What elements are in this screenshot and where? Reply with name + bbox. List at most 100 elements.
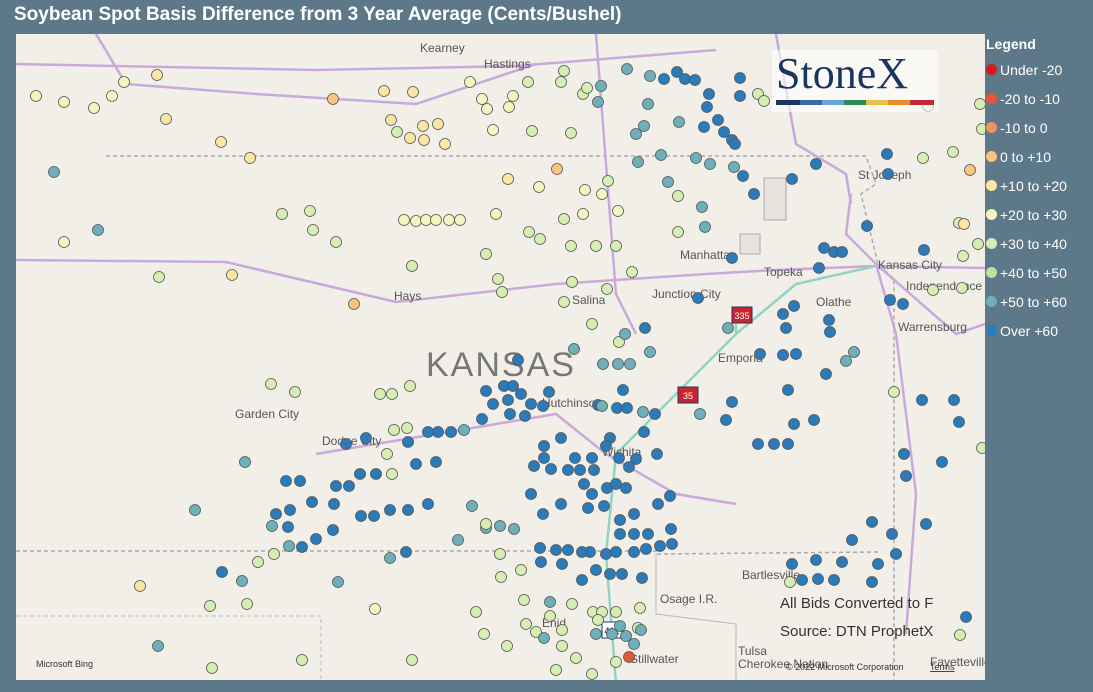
bid-point[interactable] xyxy=(639,322,651,334)
bid-point[interactable] xyxy=(768,438,780,450)
bid-point[interactable] xyxy=(562,464,574,476)
bid-point[interactable] xyxy=(402,436,414,448)
bid-point[interactable] xyxy=(530,626,542,638)
bid-point[interactable] xyxy=(610,606,622,618)
bid-point[interactable] xyxy=(600,440,612,452)
bid-point[interactable] xyxy=(586,318,598,330)
bid-point[interactable] xyxy=(537,508,549,520)
bid-point[interactable] xyxy=(788,418,800,430)
bid-point[interactable] xyxy=(328,498,340,510)
bid-point[interactable] xyxy=(734,72,746,84)
bid-point[interactable] xyxy=(960,611,972,623)
bid-point[interactable] xyxy=(882,168,894,180)
bid-point[interactable] xyxy=(330,236,342,248)
bid-point[interactable] xyxy=(430,456,442,468)
bid-point[interactable] xyxy=(327,93,339,105)
bid-point[interactable] xyxy=(638,120,650,132)
bid-point[interactable] xyxy=(654,540,666,552)
bid-point[interactable] xyxy=(454,214,466,226)
bid-point[interactable] xyxy=(555,76,567,88)
bid-point[interactable] xyxy=(595,80,607,92)
bid-point[interactable] xyxy=(30,90,42,102)
bid-point[interactable] xyxy=(881,148,893,160)
bid-point[interactable] xyxy=(330,480,342,492)
bid-point[interactable] xyxy=(796,574,808,586)
bid-point[interactable] xyxy=(812,573,824,585)
bid-point[interactable] xyxy=(566,598,578,610)
legend-item[interactable]: Over +60 xyxy=(986,316,1067,345)
bid-point[interactable] xyxy=(565,127,577,139)
bid-point[interactable] xyxy=(537,400,549,412)
bid-point[interactable] xyxy=(848,346,860,358)
bid-point[interactable] xyxy=(635,624,647,636)
bid-point[interactable] xyxy=(354,468,366,480)
bid-point[interactable] xyxy=(784,576,796,588)
bid-point[interactable] xyxy=(936,456,948,468)
bid-point[interactable] xyxy=(327,524,339,536)
bid-point[interactable] xyxy=(788,300,800,312)
legend-item[interactable]: 0 to +10 xyxy=(986,142,1067,171)
bid-point[interactable] xyxy=(790,348,802,360)
bid-point[interactable] xyxy=(640,543,652,555)
bid-point[interactable] xyxy=(276,208,288,220)
bid-point[interactable] xyxy=(507,90,519,102)
bid-point[interactable] xyxy=(696,201,708,213)
bid-point[interactable] xyxy=(579,184,591,196)
bid-point[interactable] xyxy=(596,188,608,200)
bid-point[interactable] xyxy=(244,152,256,164)
legend-item[interactable]: +50 to +60 xyxy=(986,287,1067,316)
bid-point[interactable] xyxy=(916,394,928,406)
legend-item[interactable]: +30 to +40 xyxy=(986,229,1067,258)
bid-point[interactable] xyxy=(655,149,667,161)
bid-point[interactable] xyxy=(307,224,319,236)
bid-point[interactable] xyxy=(614,620,626,632)
bid-point[interactable] xyxy=(558,213,570,225)
bid-point[interactable] xyxy=(525,488,537,500)
bid-point[interactable] xyxy=(671,66,683,78)
bid-point[interactable] xyxy=(726,252,738,264)
bid-point[interactable] xyxy=(515,564,527,576)
bid-point[interactable] xyxy=(628,508,640,520)
bid-point[interactable] xyxy=(480,248,492,260)
bid-point[interactable] xyxy=(332,576,344,588)
bid-point[interactable] xyxy=(619,328,631,340)
bid-point[interactable] xyxy=(432,118,444,130)
bid-point[interactable] xyxy=(519,410,531,422)
bid-point[interactable] xyxy=(304,205,316,217)
bid-point[interactable] xyxy=(777,349,789,361)
bid-point[interactable] xyxy=(378,85,390,97)
bid-point[interactable] xyxy=(886,528,898,540)
bid-point[interactable] xyxy=(612,205,624,217)
terms-link[interactable]: Terms xyxy=(930,662,955,672)
bid-point[interactable] xyxy=(48,166,60,178)
bid-point[interactable] xyxy=(576,546,588,558)
bid-point[interactable] xyxy=(974,98,986,110)
bid-point[interactable] xyxy=(543,386,555,398)
bid-point[interactable] xyxy=(556,558,568,570)
bid-point[interactable] xyxy=(538,440,550,452)
bid-point[interactable] xyxy=(637,406,649,418)
bid-point[interactable] xyxy=(406,260,418,272)
bid-point[interactable] xyxy=(445,426,457,438)
bid-point[interactable] xyxy=(600,548,612,560)
bid-point[interactable] xyxy=(520,618,532,630)
bid-point[interactable] xyxy=(480,518,492,530)
bid-point[interactable] xyxy=(624,358,636,370)
bid-point[interactable] xyxy=(758,95,770,107)
bid-point[interactable] xyxy=(586,452,598,464)
bid-point[interactable] xyxy=(466,500,478,512)
bid-point[interactable] xyxy=(502,394,514,406)
legend-item[interactable]: +10 to +20 xyxy=(986,171,1067,200)
bid-point[interactable] xyxy=(581,82,593,94)
bid-point[interactable] xyxy=(920,518,932,530)
bid-point[interactable] xyxy=(507,380,519,392)
bid-point[interactable] xyxy=(626,266,638,278)
bid-point[interactable] xyxy=(606,628,618,640)
legend-item[interactable]: +40 to +50 xyxy=(986,258,1067,287)
bid-point[interactable] xyxy=(614,528,626,540)
bid-point[interactable] xyxy=(782,438,794,450)
bid-point[interactable] xyxy=(672,190,684,202)
bid-point[interactable] xyxy=(528,460,540,472)
bid-point[interactable] xyxy=(153,271,165,283)
